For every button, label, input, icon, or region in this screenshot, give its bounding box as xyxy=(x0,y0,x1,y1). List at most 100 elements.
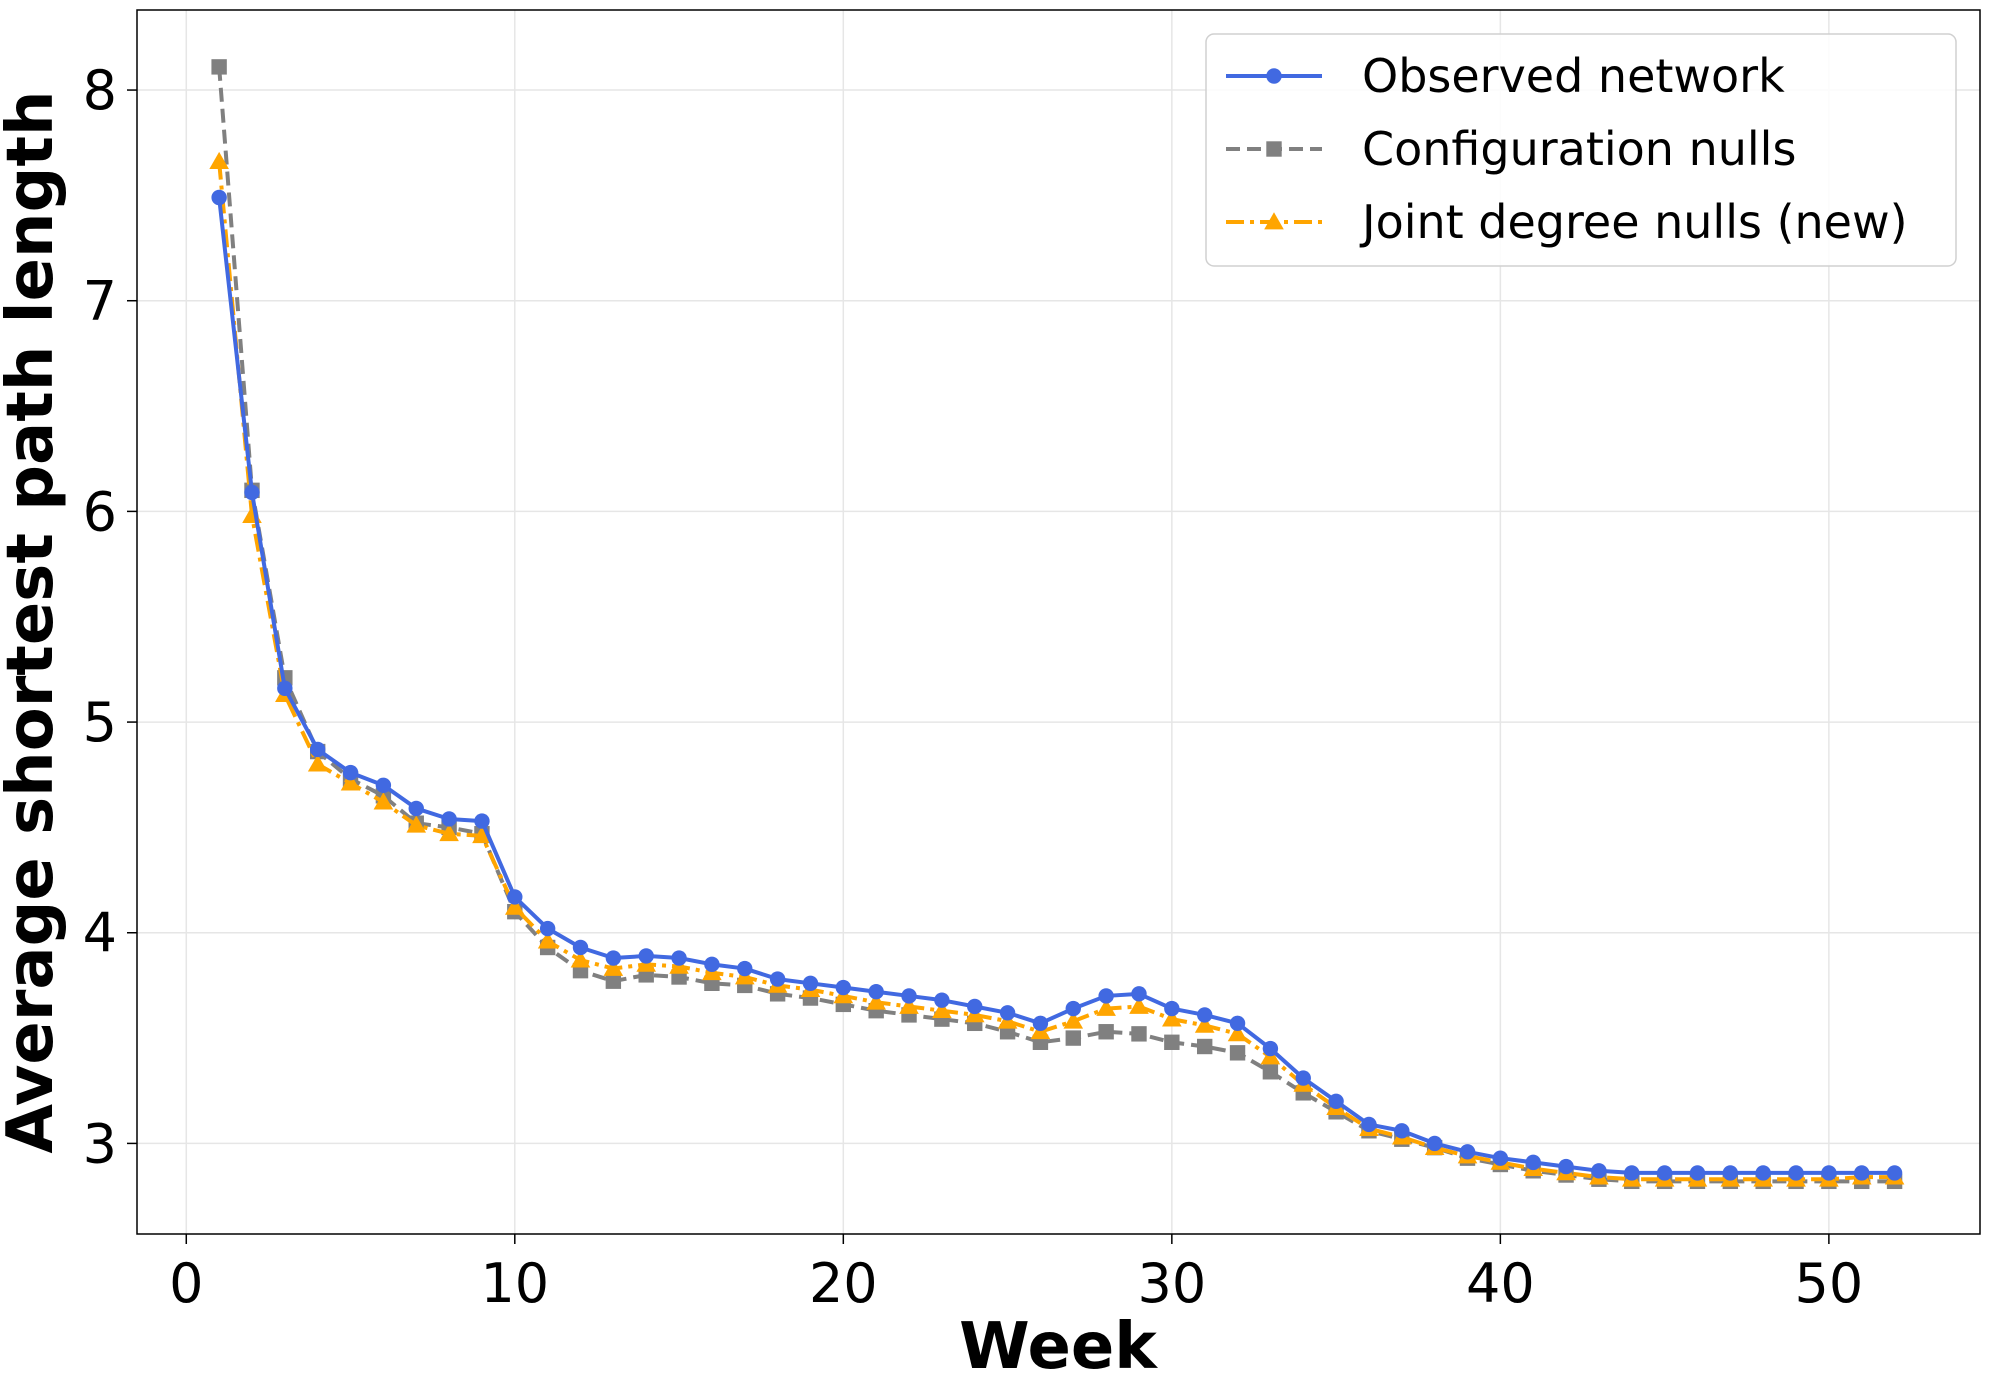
axes-group: 0 10 20 30 40 50 3 4 5 6 7 8 xyxy=(83,59,1864,1315)
data-point xyxy=(537,931,558,949)
data-point xyxy=(901,988,917,1004)
series-observed-network xyxy=(211,189,1903,1181)
legend-label: Observed network xyxy=(1362,49,1785,103)
data-point xyxy=(802,975,819,992)
data-point xyxy=(1262,1040,1279,1057)
data-point xyxy=(737,960,753,977)
data-point xyxy=(504,897,525,915)
data-point xyxy=(1129,996,1149,1014)
data-point xyxy=(472,826,492,844)
data-point xyxy=(277,680,293,697)
series-line xyxy=(217,66,1895,1184)
data-point xyxy=(309,741,326,758)
data-point xyxy=(244,484,260,501)
data-point xyxy=(1328,1093,1344,1109)
data-point xyxy=(1525,1154,1541,1171)
x-tick-label: 30 xyxy=(1137,1252,1206,1315)
x-tick-label: 20 xyxy=(809,1252,878,1315)
data-point xyxy=(507,889,523,905)
data-point xyxy=(1032,1015,1049,1032)
data-point xyxy=(1492,1150,1509,1166)
y-axis-title: Average shortest path length xyxy=(0,90,68,1153)
data-point xyxy=(868,984,884,1000)
legend-label: Configuration nulls xyxy=(1362,122,1796,176)
data-point xyxy=(1164,1000,1180,1017)
data-point xyxy=(1755,1165,1771,1181)
data-point xyxy=(373,792,394,810)
data-point xyxy=(704,956,720,973)
data-point xyxy=(899,996,919,1014)
data-point xyxy=(307,754,328,772)
data-point xyxy=(1196,1007,1213,1023)
legend-label: Joint degree nulls (new) xyxy=(1359,195,1908,249)
data-point xyxy=(1788,1165,1804,1181)
data-point xyxy=(1624,1165,1640,1181)
data-point xyxy=(1295,1070,1311,1086)
data-point xyxy=(1229,1015,1246,1032)
data-point xyxy=(1426,1135,1443,1152)
data-point xyxy=(769,971,786,987)
y-tick-label: 3 xyxy=(83,1112,117,1175)
data-point xyxy=(605,950,622,966)
legend-marker xyxy=(1266,141,1282,157)
data-point xyxy=(209,151,229,170)
y-tick-label: 5 xyxy=(83,691,117,754)
data-point xyxy=(474,813,490,829)
data-point xyxy=(605,973,622,989)
data-point xyxy=(1689,1165,1706,1181)
data-point xyxy=(1096,998,1116,1016)
data-point xyxy=(211,189,227,206)
data-point xyxy=(603,958,624,976)
x-tick-label: 0 xyxy=(169,1252,203,1315)
legend-marker xyxy=(1266,68,1282,84)
data-point xyxy=(1196,1038,1213,1055)
data-point xyxy=(408,800,424,817)
data-point xyxy=(1821,1165,1837,1181)
data-point xyxy=(1063,1011,1084,1029)
series-line xyxy=(217,197,1895,1175)
data-point xyxy=(1886,1165,1903,1181)
data-point xyxy=(572,939,589,956)
data-point xyxy=(1227,1024,1248,1042)
grid-lines xyxy=(137,10,1980,1234)
data-point xyxy=(1098,1024,1114,1040)
x-tick-label: 40 xyxy=(1466,1252,1535,1315)
legend-box xyxy=(1205,33,1957,267)
data-point xyxy=(1162,1009,1182,1027)
data-point xyxy=(1098,988,1114,1004)
data-point xyxy=(1361,1116,1377,1133)
data-point xyxy=(1722,1165,1739,1181)
data-point xyxy=(835,979,852,996)
data-point xyxy=(1656,1165,1673,1181)
data-point xyxy=(1065,1030,1081,1046)
data-point xyxy=(1229,1045,1246,1061)
data-point xyxy=(570,950,591,968)
data-point xyxy=(1459,1144,1476,1160)
data-point xyxy=(406,815,427,833)
data-point xyxy=(967,998,983,1015)
data-point xyxy=(638,948,654,964)
data-point xyxy=(1065,1000,1081,1017)
data-point xyxy=(539,920,556,937)
data-point xyxy=(1394,1123,1410,1139)
x-tick-label: 10 xyxy=(480,1252,549,1315)
data-point xyxy=(439,823,459,842)
data-point xyxy=(999,1005,1016,1021)
data-point xyxy=(342,764,359,781)
data-point xyxy=(934,992,950,1008)
data-point xyxy=(1194,1015,1215,1033)
data-point xyxy=(340,773,361,791)
data-point xyxy=(866,992,886,1010)
data-point xyxy=(1131,1026,1147,1042)
y-tick-label: 7 xyxy=(83,270,117,333)
x-tick-label: 50 xyxy=(1795,1252,1864,1315)
data-point xyxy=(1262,1064,1279,1080)
data-point xyxy=(1164,1034,1180,1050)
y-tick-label: 6 xyxy=(83,480,117,543)
x-axis-title: Week xyxy=(959,1310,1158,1384)
data-point xyxy=(211,59,227,75)
data-point xyxy=(1131,986,1147,1002)
legend-marker xyxy=(1264,212,1284,230)
series-line xyxy=(217,161,1895,1182)
